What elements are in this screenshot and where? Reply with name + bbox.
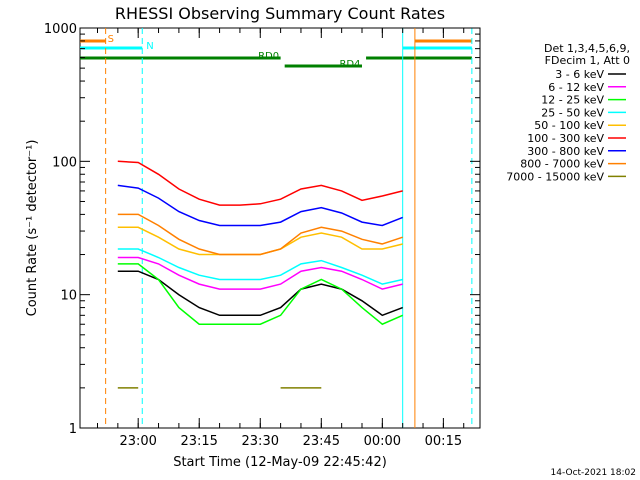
series-300-800-kev <box>117 184 403 227</box>
flag-label: N <box>146 41 153 52</box>
flag-label: RD4 <box>339 59 360 70</box>
plot-frame <box>79 27 481 429</box>
y-axis-label: Count Rate (s⁻¹ detector⁻¹) <box>25 140 40 317</box>
y-tick-label: 100 <box>52 155 77 170</box>
legend-entry: 50 - 100 keV <box>534 119 604 132</box>
series-lines <box>117 160 403 389</box>
legend-entry: 300 - 800 keV <box>527 145 604 158</box>
vertical-markers <box>105 28 473 428</box>
legend-entry: 12 - 25 keV <box>541 94 604 107</box>
series-800-7000-kev <box>117 213 403 256</box>
y-axis-ticks: 1 10 100 1000 <box>44 22 480 437</box>
legend-header: FDecim 1, Att 0 <box>545 54 630 67</box>
timestamp: 14-Oct-2021 18:02 <box>551 468 636 478</box>
y-tick-label: 1000 <box>44 22 77 37</box>
legend-entry: 25 - 50 keV <box>541 106 604 119</box>
legend-entry: 6 - 12 keV <box>548 81 604 94</box>
series-12-25-kev <box>117 263 403 326</box>
x-tick-label: 23:00 <box>119 434 156 449</box>
legend-header: Det 1,3,4,5,6,9, <box>544 42 630 55</box>
x-tick-label: 00:15 <box>425 434 462 449</box>
legend-entry: 3 - 6 keV <box>555 68 604 81</box>
series-25-50-kev <box>117 248 403 285</box>
series-50-100-kev <box>117 226 403 256</box>
y-tick-label: 1 <box>69 422 77 437</box>
flag-label: RD0 <box>258 51 279 62</box>
x-tick-label: 23:45 <box>303 434 340 449</box>
series-6-12-kev <box>117 256 403 290</box>
x-axis-label: Start Time (12-May-09 22:45:42) <box>173 455 387 470</box>
flag-bars: S N RD0 RD4 <box>80 34 472 70</box>
legend: Det 1,3,4,5,6,9,FDecim 1, Att 03 - 6 keV… <box>506 42 630 183</box>
legend-entry: 100 - 300 keV <box>527 132 604 145</box>
chart-title: RHESSI Observing Summary Count Rates <box>115 4 445 23</box>
y-tick-label: 10 <box>60 289 77 304</box>
series-3-6-kev <box>117 270 403 317</box>
x-tick-label: 00:00 <box>364 434 401 449</box>
x-tick-label: 23:15 <box>180 434 217 449</box>
x-tick-label: 23:30 <box>242 434 279 449</box>
legend-entry: 800 - 7000 keV <box>520 158 604 171</box>
x-axis-ticks: 23:00 23:15 23:30 23:45 00:00 00:15 <box>96 28 465 449</box>
legend-entry: 7000 - 15000 keV <box>506 170 604 183</box>
flag-label: S <box>108 34 114 45</box>
series-100-300-kev <box>117 160 403 206</box>
